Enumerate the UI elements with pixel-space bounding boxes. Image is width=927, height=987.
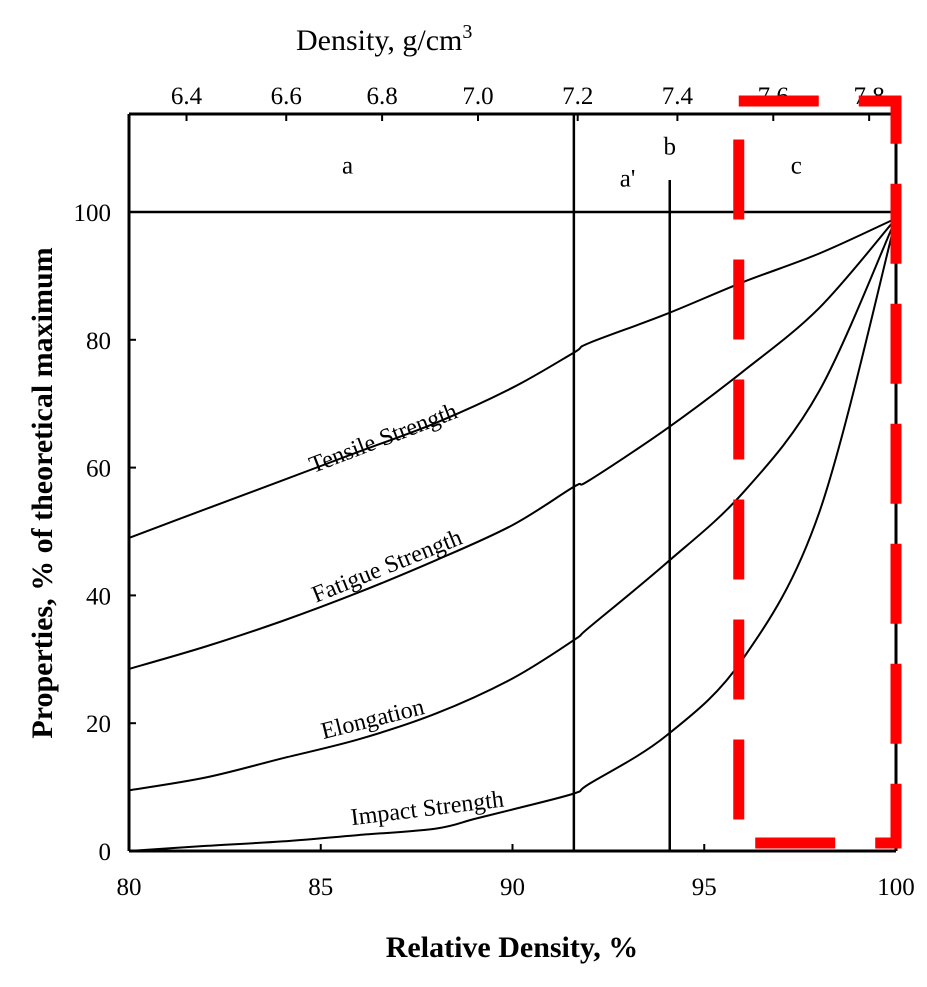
region-label: b xyxy=(663,133,676,160)
series-line-tensile-strength xyxy=(128,217,897,539)
x-tick-label: 85 xyxy=(308,874,333,901)
region-label: c xyxy=(791,153,802,180)
series-label: Elongation xyxy=(319,694,427,745)
region-label: a' xyxy=(620,165,636,192)
y-tick-label: 60 xyxy=(86,456,111,483)
top-tick-label: 6.4 xyxy=(171,83,203,110)
top-tick-label: 7.2 xyxy=(562,83,593,110)
top-axis-title: Density, g/cm3 xyxy=(296,21,472,57)
y-tick-label: 100 xyxy=(74,200,112,227)
series-line-elongation xyxy=(128,217,897,792)
x-tick-label: 100 xyxy=(877,874,915,901)
y-tick-label: 80 xyxy=(86,328,111,355)
series-label: Impact Strength xyxy=(349,787,505,832)
x-tick-label: 90 xyxy=(500,874,525,901)
series-line-fatigue-strength xyxy=(128,217,897,670)
x-axis-title: Relative Density, % xyxy=(386,931,638,964)
series-label: Tensile Strength xyxy=(306,399,461,479)
top-tick-label: 6.6 xyxy=(271,83,302,110)
highlight-layer xyxy=(733,95,902,849)
highlight-region-box xyxy=(733,95,902,849)
top-axis-title-superscript: 3 xyxy=(462,21,472,43)
series-label: Fatigue Strength xyxy=(308,525,465,609)
x-tick-label: 95 xyxy=(692,874,717,901)
y-tick-label: 40 xyxy=(86,583,111,610)
series-curves xyxy=(128,217,897,852)
top-tick-label: 7.4 xyxy=(662,83,694,110)
top-tick-label: 7.0 xyxy=(462,83,493,110)
chart-labels: a a' b c Tensile Strength Fatigue Strength Elo… xyxy=(306,133,802,831)
region-label: a xyxy=(342,153,353,180)
x-tick-label: 80 xyxy=(117,874,142,901)
series-line-impact-strength xyxy=(128,218,897,852)
y-tick-label: 0 xyxy=(99,839,112,866)
y-axis-title: Properties, % of theoretical maximum xyxy=(26,247,59,738)
top-tick-label: 6.8 xyxy=(366,83,397,110)
y-tick-label: 20 xyxy=(86,711,111,738)
